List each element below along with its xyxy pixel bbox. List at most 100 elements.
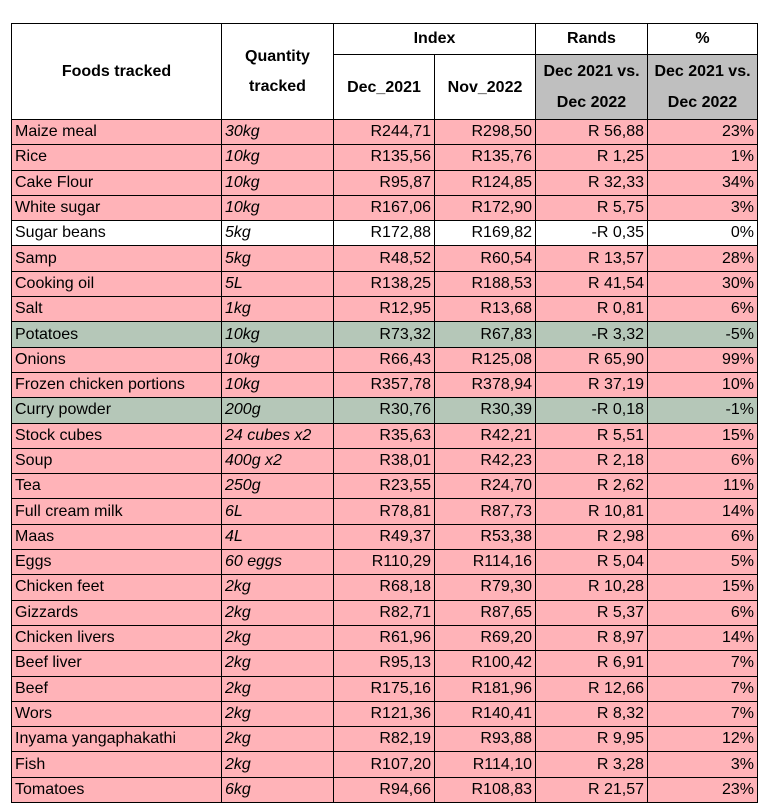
nov-2022-cell: R108,83 [434, 776, 536, 803]
dec-2021-cell: R49,37 [333, 523, 435, 551]
dec-2021-cell: R95,87 [333, 169, 435, 196]
dec-2021-cell: R244,71 [333, 118, 435, 146]
nov-2022-cell: R135,76 [434, 144, 536, 171]
percent-diff-cell: 15% [647, 574, 758, 601]
food-cell: Potatoes [11, 321, 222, 348]
food-cell: Fish [11, 751, 222, 778]
quantity-cell: 10kg [221, 321, 334, 348]
nov-2022-cell: R172,90 [434, 194, 536, 222]
quantity-cell: 2kg [221, 675, 334, 702]
quantity-cell: 2kg [221, 751, 334, 778]
quantity-cell: 5kg [221, 220, 334, 247]
quantity-cell: 6kg [221, 776, 334, 803]
quantity-cell: 10kg [221, 144, 334, 171]
header-nov-2022: Nov_2022 [434, 54, 536, 120]
table-row: Tea 250g R23,55 R24,70 R 2,62 11% [11, 473, 758, 500]
food-cell: Tea [11, 473, 222, 500]
header-rands: Rands [535, 23, 648, 55]
percent-diff-cell: 23% [647, 776, 758, 803]
table-row: Salt 1kg R12,95 R13,68 R 0,81 6% [11, 296, 758, 323]
quantity-cell: 2kg [221, 726, 334, 753]
percent-diff-cell: 6% [647, 523, 758, 551]
quantity-cell: 1kg [221, 296, 334, 323]
header-dec-2021: Dec_2021 [333, 54, 435, 120]
table-row: Soup 400g x2 R38,01 R42,23 R 2,18 6% [11, 447, 758, 475]
food-cell: Gizzards [11, 599, 222, 626]
table-row: Frozen chicken portions 10kg R357,78 R378,9… [11, 371, 758, 399]
quantity-cell: 10kg [221, 371, 334, 399]
nov-2022-cell: R93,88 [434, 726, 536, 753]
food-cell: Samp [11, 245, 222, 272]
rands-diff-cell: R 5,75 [535, 194, 648, 222]
nov-2022-cell: R53,38 [434, 523, 536, 551]
table-row: Samp 5kg R48,52 R60,54 R 13,57 28% [11, 245, 758, 272]
rands-diff-cell: R 37,19 [535, 371, 648, 399]
table-row: Chicken livers 2kg R61,96 R69,20 R 8,97 14% [11, 624, 758, 652]
nov-2022-cell: R114,16 [434, 549, 536, 576]
table-row: Inyama yangaphakathi 2kg R82,19 R93,88 R 9,9… [11, 726, 758, 753]
percent-diff-cell: 6% [647, 599, 758, 626]
percent-diff-cell: 23% [647, 118, 758, 146]
quantity-cell: 250g [221, 473, 334, 500]
nov-2022-cell: R24,70 [434, 473, 536, 500]
quantity-cell: 10kg [221, 169, 334, 196]
percent-diff-cell: 3% [647, 194, 758, 222]
nov-2022-cell: R378,94 [434, 371, 536, 399]
percent-diff-cell: 11% [647, 473, 758, 500]
dec-2021-cell: R82,71 [333, 599, 435, 626]
percent-diff-cell: 6% [647, 447, 758, 475]
table-row: Wors 2kg R121,36 R140,41 R 8,32 7% [11, 700, 758, 728]
table-row: Tomatoes 6kg R94,66 R108,83 R 21,57 23% [11, 776, 758, 803]
percent-diff-cell: 7% [647, 675, 758, 702]
food-cell: Wors [11, 700, 222, 728]
nov-2022-cell: R42,21 [434, 422, 536, 449]
quantity-cell: 5L [221, 270, 334, 298]
rands-diff-cell: R 12,66 [535, 675, 648, 702]
dec-2021-cell: R35,63 [333, 422, 435, 449]
nov-2022-cell: R140,41 [434, 700, 536, 728]
food-cell: Beef liver [11, 650, 222, 677]
dec-2021-cell: R172,88 [333, 220, 435, 247]
table-body: Maize meal 30kg R244,71 R298,50 R 56,88 23% Ri… [11, 118, 758, 803]
nov-2022-cell: R124,85 [434, 169, 536, 196]
food-cell: Cake Flour [11, 169, 222, 196]
quantity-cell: 2kg [221, 624, 334, 652]
food-cell: Rice [11, 144, 222, 171]
rands-diff-cell: R 1,25 [535, 144, 648, 171]
food-cell: Curry powder [11, 397, 222, 424]
food-cell: Chicken feet [11, 574, 222, 601]
percent-diff-cell: 7% [647, 650, 758, 677]
rands-diff-cell: R 8,97 [535, 624, 648, 652]
quantity-cell: 60 eggs [221, 549, 334, 576]
rands-diff-cell: R 5,04 [535, 549, 648, 576]
dec-2021-cell: R66,43 [333, 346, 435, 373]
dec-2021-cell: R48,52 [333, 245, 435, 272]
dec-2021-cell: R12,95 [333, 296, 435, 323]
quantity-cell: 6L [221, 498, 334, 525]
header-index: Index [333, 23, 536, 55]
table-row: Rice 10kg R135,56 R135,76 R 1,25 1% [11, 144, 758, 171]
rands-diff-cell: R 0,81 [535, 296, 648, 323]
rands-diff-cell: R 13,57 [535, 245, 648, 272]
quantity-cell: 2kg [221, 650, 334, 677]
dec-2021-cell: R38,01 [333, 447, 435, 475]
rands-diff-cell: R 56,88 [535, 118, 648, 146]
dec-2021-cell: R95,13 [333, 650, 435, 677]
nov-2022-cell: R298,50 [434, 118, 536, 146]
dec-2021-cell: R167,06 [333, 194, 435, 222]
food-cell: Onions [11, 346, 222, 373]
rands-diff-cell: R 10,81 [535, 498, 648, 525]
dec-2021-cell: R107,20 [333, 751, 435, 778]
food-cell: Inyama yangaphakathi [11, 726, 222, 753]
table-row: Stock cubes 24 cubes x2 R35,63 R42,21 R 5,51… [11, 422, 758, 449]
table-row: Full cream milk 6L R78,81 R87,73 R 10,81 14% [11, 498, 758, 525]
table-row: Cake Flour 10kg R95,87 R124,85 R 32,33 34% [11, 169, 758, 196]
rands-diff-cell: R 41,54 [535, 270, 648, 298]
rands-diff-cell: R 5,51 [535, 422, 648, 449]
percent-diff-cell: 30% [647, 270, 758, 298]
rands-diff-cell: R 32,33 [535, 169, 648, 196]
table-row: Beef 2kg R175,16 R181,96 R 12,66 7% [11, 675, 758, 702]
food-cell: Maize meal [11, 118, 222, 146]
rands-diff-cell: R 3,28 [535, 751, 648, 778]
food-cell: Stock cubes [11, 422, 222, 449]
